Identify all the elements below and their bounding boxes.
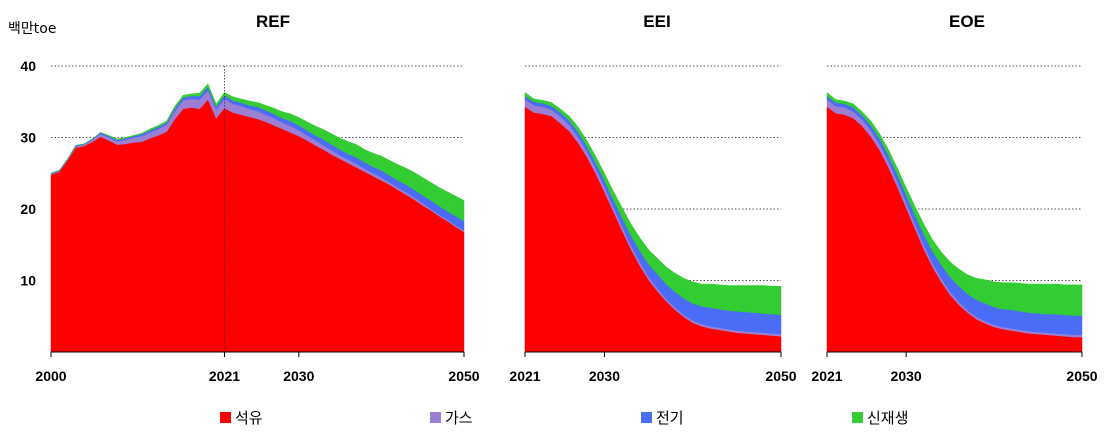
legend-item: 석유 [220, 409, 263, 427]
area-신재생 [524, 91, 782, 316]
panel-title: EOE [949, 12, 985, 31]
x-tick-label: 2021 [209, 368, 240, 384]
x-tick-label: 2021 [509, 368, 540, 384]
legend-swatch [641, 412, 652, 423]
panel-title: EEI [643, 12, 670, 31]
legend: 석유 가스 전기 신재생 [220, 409, 908, 427]
y-unit-label: 백만toe [8, 21, 56, 37]
x-tick-label: 2050 [1066, 368, 1097, 384]
y-tick-label: 10 [20, 273, 36, 289]
legend-label: 가스 [445, 409, 473, 427]
panel-eei: 2021 2030 2050 EEI [509, 12, 796, 384]
legend-item: 전기 [641, 409, 684, 427]
x-tick-label: 2030 [891, 368, 922, 384]
area-신재생 [50, 83, 465, 222]
legend-swatch [852, 412, 863, 423]
x-tick-label: 2050 [448, 368, 479, 384]
area-신재생 [826, 91, 1083, 316]
legend-item: 신재생 [852, 409, 908, 427]
legend-swatch [430, 412, 441, 423]
x-tick-label: 2000 [35, 368, 66, 384]
legend-item: 가스 [430, 409, 473, 427]
x-tick-label: 2050 [765, 368, 796, 384]
y-tick-label: 20 [20, 201, 36, 217]
panel-title: REF [256, 12, 290, 31]
x-tick-label: 2021 [811, 368, 842, 384]
y-tick-label: 30 [20, 130, 36, 146]
x-tick-label: 2030 [589, 368, 620, 384]
legend-label: 전기 [656, 409, 684, 427]
panel-ref: 2000 2021 2030 2050 REF [35, 12, 479, 384]
y-axis-labels: 10 20 30 40 [20, 58, 36, 289]
legend-swatch [220, 412, 231, 423]
panel-eoe: 2021 2030 2050 EOE [811, 12, 1097, 384]
x-tick-label: 2030 [283, 368, 314, 384]
y-tick-label: 40 [20, 58, 36, 74]
legend-label: 석유 [235, 409, 263, 427]
legend-label: 신재생 [867, 409, 908, 427]
